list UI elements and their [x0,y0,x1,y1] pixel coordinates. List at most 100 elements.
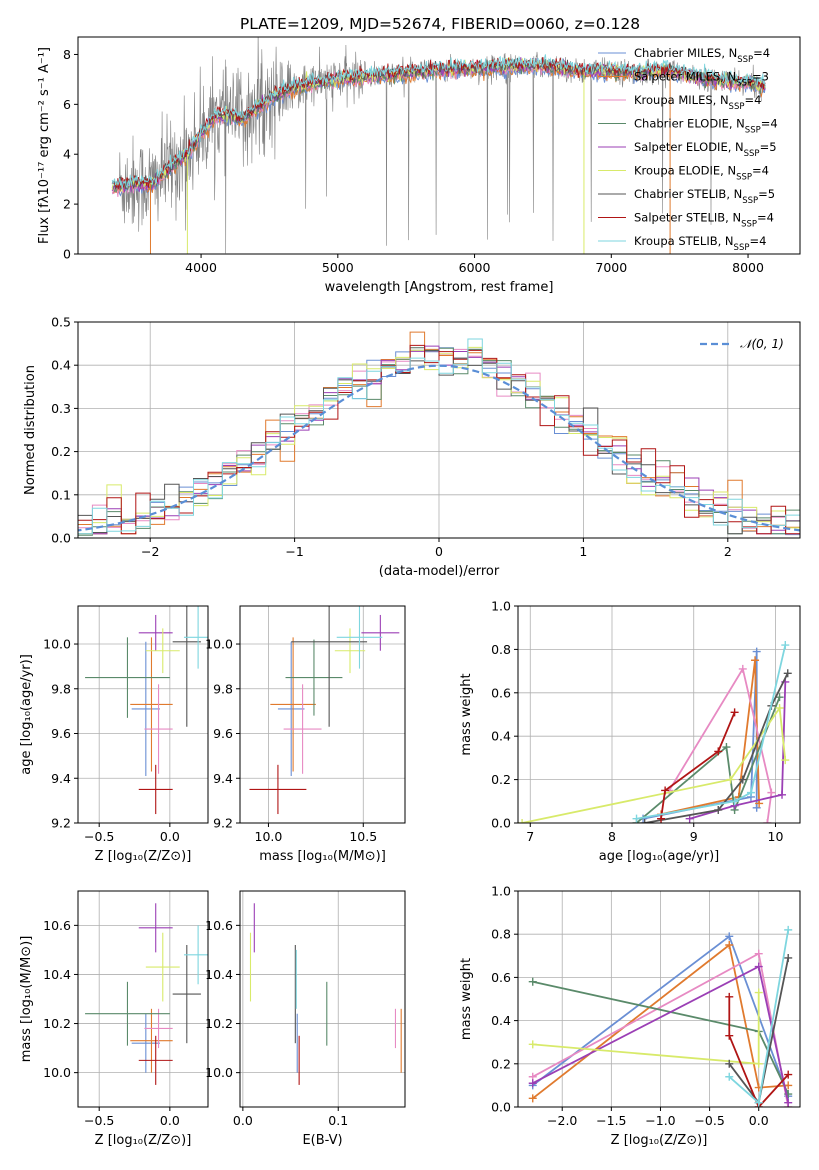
legend-label: Chabrier STELIB, NSSP=5 [634,187,775,206]
series-marker [640,819,649,823]
series-marker [725,1059,734,1068]
y-tick-label: 9.2 [51,816,71,831]
series-marker [730,708,739,717]
series-marker [754,949,763,958]
series-marker [767,788,776,797]
y-axis-label: Normed distribution [23,365,38,495]
x-tick-label: 10.0 [255,829,283,844]
y-tick-label: 1.0 [491,599,511,614]
y-tick-label: 6 [63,97,71,112]
x-tick-label: 7000 [595,260,627,275]
x-axis-label: age [log₁₀(age/yr)] [599,849,720,864]
y-tick-label: 0.8 [491,642,511,657]
y-tick-label: 9.2 [213,816,233,831]
panel-5: −0.5 0.0 10.0 10.2 10.4 10.6 Z [log₁₀(Z/Z⊙)] ma… [19,890,209,1148]
series-marker [518,819,527,823]
panel-3: 10.0 10.5 9.2 9.4 9.6 9.8 10.0 mass [log₁₀(M/M⊙… [205,605,406,864]
y-tick-label: 10.4 [205,967,233,982]
y-tick-label: 0.0 [491,816,511,831]
series-marker [725,1072,734,1081]
y-tick-label: 10.4 [43,967,71,982]
x-tick-label: 6000 [459,260,491,275]
y-tick-label: 0.0 [491,1100,511,1115]
y-tick-label: 9.6 [51,726,71,741]
panel-4: 7 8 9 10 0.0 0.2 0.4 0.6 0.8 1.0 age [log₁₀(age/yr… [459,599,801,864]
series-marker [781,756,790,765]
plot-area [518,641,792,823]
y-tick-label: 9.4 [51,771,71,786]
legend-label: Chabrier MILES, NSSP=4 [634,46,770,65]
axes-frame [239,890,406,1108]
x-tick-label: 0 [435,544,443,559]
x-tick-label: 0.0 [160,829,180,844]
y-axis-label: mass [log₁₀(M/M⊙)] [19,936,34,1063]
series-marker [775,693,784,702]
y-tick-label: 1.0 [491,884,511,899]
series-marker [528,1079,537,1088]
x-tick-label: −0.5 [84,829,114,844]
plot-area [78,331,800,537]
x-axis-label: Z [log₁₀(Z/Z⊙)] [95,849,192,864]
figure-title: PLATE=1209, MJD=52674, FIBERID=0060, z=0… [240,15,640,33]
y-tick-label: 9.8 [51,681,71,696]
axes-frame [77,605,209,824]
x-tick-label: 0.0 [233,1113,253,1128]
series-line-8 [636,644,787,820]
y-tick-label: 10.6 [205,918,233,933]
series-marker [725,941,734,949]
plot-area [85,903,208,1085]
series-marker [730,797,739,806]
series-line-5 [532,992,760,1065]
x-tick-label: 8000 [732,260,764,275]
series-marker [752,803,761,812]
series-line-1 [532,943,789,1100]
axes-frame [517,605,801,824]
series-marker [738,775,747,784]
series-marker [754,1098,763,1107]
y-tick-label: 10.0 [43,1065,71,1080]
series-marker [725,992,734,1001]
series-marker [754,988,763,997]
y-tick-label: 0.4 [491,729,511,744]
series-marker [754,962,763,971]
series-line-2 [668,666,773,823]
plot-area [528,925,793,1107]
x-tick-label: −1 [285,544,303,559]
y-tick-label: 0.2 [51,444,71,459]
panel-6: 0.0 0.1 10.0 10.2 10.4 10.6 E(B-V) [205,890,406,1148]
axes-frame [77,890,209,1108]
spectrum-model-line-8 [111,54,766,190]
x-axis-label: (data-model)/error [379,564,500,579]
y-tick-label: 4 [63,147,71,162]
histogram-step-8 [78,338,800,535]
x-axis-label: wavelength [Angstrom, rest frame] [325,280,554,295]
series-marker [528,1040,537,1049]
x-tick-label: −2 [141,544,159,559]
legend-label: Salpeter MILES, NSSP=3 [634,70,769,89]
y-tick-label: 0.3 [51,401,71,416]
legend-label: Chabrier ELODIE, NSSP=4 [634,117,778,136]
legend-label: 𝒩(0, 1) [740,337,784,351]
series-marker [738,664,747,673]
x-axis-label: mass [log₁₀(M/M⊙)] [259,849,386,864]
legend-label: Kroupa MILES, NSSP=4 [634,93,761,112]
x-axis-label: E(B-V) [302,1133,342,1148]
x-tick-label: −1.0 [645,1113,675,1128]
y-axis-label: Flux [fλ10⁻¹⁷ erg cm⁻² s⁻¹ A⁻¹] [37,47,52,244]
y-tick-label: 0.6 [491,685,511,700]
series-marker [725,1031,734,1040]
x-tick-label: 5000 [322,260,354,275]
series-marker [657,814,666,823]
series-marker [784,1081,793,1090]
y-tick-label: 0.4 [491,1013,511,1028]
x-tick-label: −1.5 [596,1113,626,1128]
plot-area [249,903,402,1085]
axes-frame [517,890,801,1108]
series-marker [754,1059,763,1068]
series-marker [784,953,793,962]
y-tick-label: 0.8 [491,927,511,942]
series-line-5 [521,705,787,823]
series-marker [726,775,735,784]
y-tick-label: 8 [63,47,71,62]
